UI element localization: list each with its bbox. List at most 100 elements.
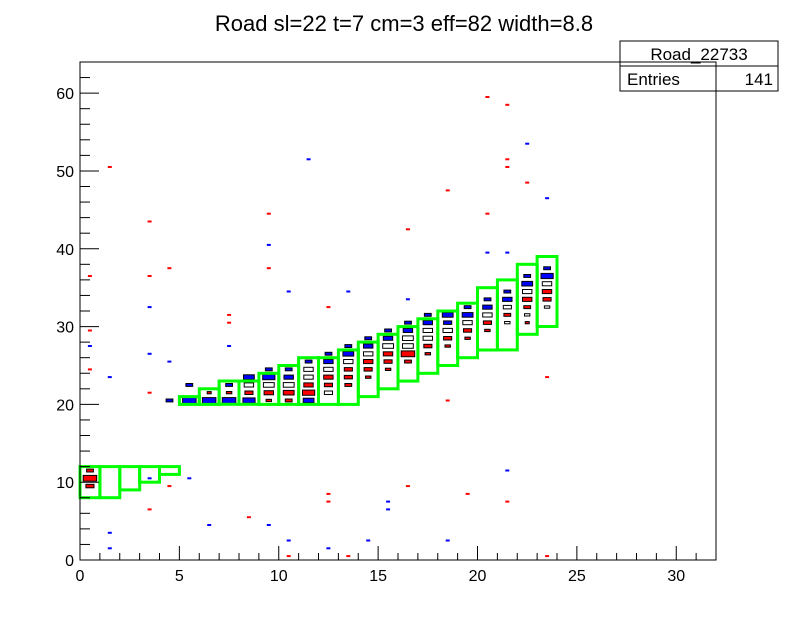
hit-cell-red [225, 391, 233, 395]
hit-cell-red [323, 374, 334, 380]
hit-cell-white [442, 327, 453, 333]
hit-red [485, 212, 490, 215]
hit-cell-blue [324, 351, 333, 356]
hit-red [286, 555, 291, 558]
hit-cell-blue [461, 312, 474, 318]
hit-cell-blue [523, 274, 532, 278]
hit-blue [326, 547, 331, 550]
hit-red [147, 275, 152, 277]
hit-cell-red [343, 367, 353, 372]
hit-cell-blue [262, 374, 276, 381]
hit-red [505, 103, 510, 106]
y-tick-label: 10 [56, 475, 74, 492]
x-tick-label: 15 [369, 568, 387, 585]
hit-cell-blue [225, 383, 233, 387]
hit-blue [266, 524, 271, 526]
hit-cell-red [482, 320, 492, 325]
hit-cell-blue [304, 359, 313, 364]
hit-blue [286, 290, 291, 293]
hit-cell-red [444, 344, 451, 348]
hit-cell-blue [284, 367, 293, 372]
road-box [138, 465, 162, 484]
hit-red [445, 189, 450, 192]
hit-cell-white [422, 335, 434, 341]
hit-cell-white [504, 321, 511, 325]
y-tick-label: 40 [56, 242, 74, 259]
hit-cell-blue [404, 320, 412, 325]
hit-cell-red [522, 296, 533, 302]
hit-cell-white [363, 351, 374, 357]
hit-blue [147, 306, 152, 309]
hit-cell-red [344, 383, 353, 387]
hit-cell-white [323, 390, 333, 395]
hit-cell-blue [182, 397, 197, 404]
road-box [118, 465, 142, 492]
hit-red [147, 508, 152, 511]
road-boxes [78, 255, 559, 500]
road-box [535, 255, 559, 328]
hit-cell-white [402, 335, 414, 341]
x-tick-label: 20 [469, 568, 487, 585]
x-tick-label: 30 [667, 568, 685, 585]
hit-blue [286, 539, 291, 542]
x-tick-label: 5 [175, 568, 184, 585]
hit-cell-white [462, 320, 473, 326]
hit-blue [266, 243, 271, 246]
hit-cell-blue [201, 397, 217, 404]
hit-cell-blue [242, 397, 256, 404]
hit-red [147, 220, 152, 223]
hit-blue [366, 539, 371, 542]
hit-cell-red [302, 389, 316, 396]
hit-cell-red [464, 336, 471, 340]
hit-blue [505, 251, 510, 254]
road-box [297, 356, 321, 406]
stats-entries-label: Entries [627, 70, 680, 89]
hit-cell-red [85, 483, 95, 489]
hit-cell-red [343, 374, 353, 380]
road-box [158, 465, 181, 476]
hit-cell-white [522, 289, 533, 295]
hit-cell-white [303, 374, 314, 380]
hit-blue [525, 142, 530, 145]
hit-red [505, 158, 510, 161]
stats-box-name: Road_22733 [650, 45, 747, 64]
hit-red [545, 555, 550, 558]
hit-cell-blue [344, 344, 353, 349]
hit-cell-red [363, 367, 373, 372]
hit-cell-blue [382, 335, 394, 341]
y-tick-label: 30 [56, 320, 74, 337]
hit-cell-blue [283, 374, 294, 380]
hit-cell-white [382, 343, 395, 349]
hit-blue [445, 539, 450, 542]
hit-red [545, 376, 550, 379]
hit-cell-red [400, 350, 416, 358]
hit-blue [167, 360, 172, 363]
hit-red [485, 96, 490, 98]
hit-cell-white [524, 313, 531, 317]
hit-cell-blue [443, 320, 453, 325]
hit-cell-red [443, 336, 453, 341]
hit-blue [227, 345, 232, 347]
hit-red [445, 399, 450, 402]
hit-red [246, 516, 251, 519]
hit-cell-red [284, 398, 293, 403]
hit-red [326, 500, 331, 503]
hit-blue [147, 352, 152, 355]
chart-title: Road sl=22 t=7 cm=3 eff=82 width=8.8 [215, 11, 593, 36]
hit-cell-red [282, 389, 295, 396]
hit-cell-white [343, 359, 354, 365]
hit-cell-blue [323, 359, 334, 365]
hit-cell-red [524, 321, 530, 325]
y-tick-label: 50 [56, 164, 74, 181]
hit-cell-white [323, 366, 334, 372]
hit-cell-blue [423, 312, 432, 317]
hit-red [326, 492, 331, 495]
hit-cell-red [263, 390, 275, 396]
hit-blue [386, 508, 391, 511]
hit-cell-blue [540, 272, 554, 280]
hit-cell-white [482, 312, 493, 318]
y-tick-label: 20 [56, 397, 74, 414]
hit-red [465, 492, 470, 495]
hit-cell-red [86, 468, 94, 473]
